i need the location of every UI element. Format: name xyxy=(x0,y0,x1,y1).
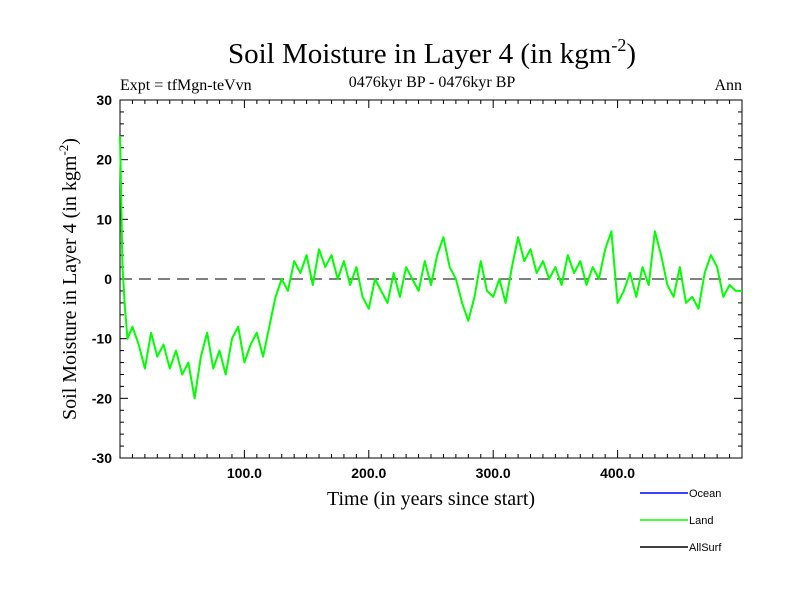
y-tick-label: -20 xyxy=(92,390,112,406)
y-axis-label: Soil Moisture in Layer 4 (in kgm-2) xyxy=(56,138,81,420)
y-axis-label-close: ) xyxy=(59,138,81,145)
legend-label: Land xyxy=(689,515,713,527)
y-tick-label: 10 xyxy=(96,211,112,227)
y-tick-label: 30 xyxy=(96,92,112,108)
x-tick-label: 100.0 xyxy=(227,465,262,481)
y-tick-label: -30 xyxy=(92,450,112,466)
x-tick-label: 400.0 xyxy=(600,465,635,481)
y-tick-label: 20 xyxy=(96,152,112,168)
legend: Ocean Land AllSurf xyxy=(640,488,722,554)
chart-title: Soil Moisture in Layer 4 (in kgm-2) xyxy=(228,35,636,70)
chart-subtitle: 0476kyr BP - 0476kyr BP xyxy=(349,74,516,91)
legend-label: AllSurf xyxy=(689,542,722,554)
series-line-land xyxy=(119,135,742,400)
x-tick-label: 300.0 xyxy=(476,465,511,481)
experiment-label: Expt = tfMgn-teVvn xyxy=(120,77,252,94)
chart-title-superscript: -2 xyxy=(611,35,626,55)
chart-title-close: ) xyxy=(626,38,636,70)
y-tick-label: -10 xyxy=(92,331,112,347)
x-tick-label: 200.0 xyxy=(351,465,386,481)
season-label: Ann xyxy=(714,77,742,94)
y-tick-label: 0 xyxy=(104,271,112,287)
x-axis-label: Time (in years since start) xyxy=(327,488,535,510)
legend-label: Ocean xyxy=(689,488,721,500)
y-axis-label-superscript: -2 xyxy=(56,145,71,156)
